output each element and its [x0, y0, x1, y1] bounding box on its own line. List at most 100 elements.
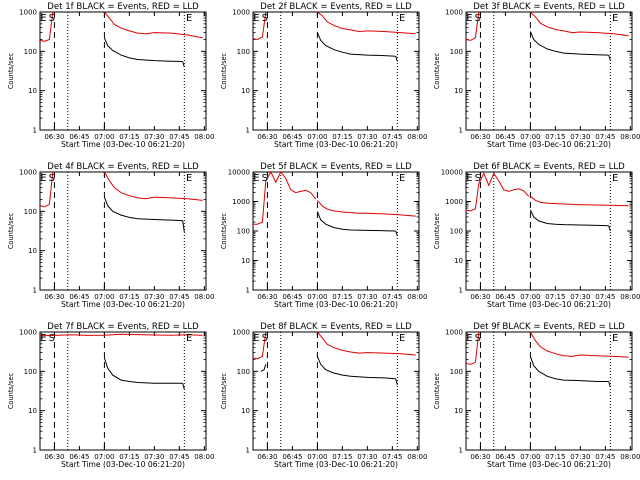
x-tick-label: 07:45	[169, 453, 189, 461]
x-tick-label: 08:00	[194, 293, 214, 301]
x-tick-label: 07:15	[332, 293, 352, 301]
x-tick-label: 07:15	[545, 453, 565, 461]
y-tick-label: 100	[450, 48, 463, 56]
panel-title: Det 9f BLACK = Events, RED = LLD	[473, 322, 625, 332]
series-lld-line	[252, 11, 267, 41]
y-tick-label: 1000	[445, 198, 463, 206]
y-tick-label: 1000	[232, 329, 250, 337]
x-tick-label: 07:30	[357, 453, 377, 461]
y-tick-label: 1000	[445, 9, 463, 17]
plot-frame	[252, 331, 420, 451]
series-events-line	[316, 211, 396, 232]
x-axis-label: Start Time (03-Dec-10 06:21:20)	[61, 300, 185, 309]
x-tick-label: 08:00	[620, 293, 640, 301]
y-tick-label: 100	[237, 368, 250, 376]
y-tick-label: 10	[454, 407, 463, 415]
x-axis-label: Start Time (03-Dec-10 06:21:20)	[274, 460, 398, 469]
event-marker-label: E	[186, 173, 192, 184]
series-lld-line	[530, 195, 629, 207]
series-lld-line	[252, 331, 267, 360]
series-lld-line	[253, 170, 317, 225]
series-events-line	[260, 364, 267, 372]
y-tick-label: 1	[33, 127, 37, 135]
x-axis-label: Start Time (03-Dec-10 06:21:20)	[274, 140, 398, 149]
y-tick-label: 1000	[232, 198, 250, 206]
x-tick-label: 06:30	[257, 133, 277, 141]
y-axis-label: Counts/sec	[433, 212, 441, 249]
x-tick-label: 06:30	[44, 293, 64, 301]
panel-title: Det 7f BLACK = Events, RED = LLD	[47, 322, 199, 332]
y-tick-label: 100	[237, 48, 250, 56]
y-tick-label: 100	[24, 368, 37, 376]
event-marker-label: E	[253, 333, 259, 344]
panel-8: Det 8f BLACK = Events, RED = LLD 1 10 100 10…	[220, 322, 427, 469]
event-marker-label: S	[475, 13, 481, 24]
series-lld-line	[317, 11, 416, 35]
x-tick-label: 06:30	[470, 133, 490, 141]
event-marker-label: S	[49, 333, 55, 344]
x-axis-label: Start Time (03-Dec-10 06:21:20)	[61, 140, 185, 149]
panel-4: Det 4f BLACK = Events, RED = LLD 1 10 100 10…	[7, 162, 214, 309]
x-tick-label: 07:15	[332, 133, 352, 141]
x-tick-label: 08:00	[620, 133, 640, 141]
event-marker-label: E	[612, 13, 618, 24]
plot-frame	[465, 331, 633, 451]
panel-1: Det 1f BLACK = Events, RED = LLD 1 10 100 10…	[7, 2, 214, 149]
x-tick-label: 06:30	[257, 453, 277, 461]
y-tick-label: 1000	[19, 9, 37, 17]
x-tick-label: 06:30	[470, 293, 490, 301]
y-tick-label: 100	[24, 48, 37, 56]
series-lld-line	[465, 11, 480, 41]
series-lld-line	[465, 172, 530, 212]
series-lld-line	[529, 331, 629, 358]
y-tick-label: 10000	[228, 169, 250, 177]
x-tick-label: 06:45	[69, 453, 89, 461]
x-tick-label: 06:45	[282, 133, 302, 141]
y-tick-label: 10	[28, 407, 37, 415]
x-tick-label: 07:15	[545, 133, 565, 141]
series-lld-line	[39, 333, 203, 337]
y-tick-label: 1	[33, 287, 37, 295]
event-marker-label: E	[186, 13, 192, 24]
x-tick-label: 07:00	[307, 133, 327, 141]
x-tick-label: 07:45	[382, 453, 402, 461]
series-lld-line	[39, 171, 54, 208]
x-tick-label: 07:00	[520, 133, 540, 141]
y-tick-label: 1	[459, 127, 463, 135]
x-tick-label: 06:30	[257, 293, 277, 301]
x-tick-label: 07:00	[94, 453, 114, 461]
event-marker-label: S	[262, 173, 268, 184]
event-marker-label: E	[253, 173, 259, 184]
x-tick-label: 07:00	[94, 133, 114, 141]
panel-title: Det 6f BLACK = Events, RED = LLD	[473, 162, 625, 172]
y-tick-label: 10	[28, 87, 37, 95]
x-tick-label: 08:00	[194, 453, 214, 461]
panel-title: Det 2f BLACK = Events, RED = LLD	[260, 2, 412, 12]
x-tick-label: 06:45	[282, 453, 302, 461]
y-tick-label: 1	[459, 447, 463, 455]
x-tick-label: 07:45	[595, 133, 615, 141]
series-lld-line	[104, 11, 203, 39]
x-tick-label: 07:15	[119, 453, 139, 461]
x-tick-label: 07:45	[169, 293, 189, 301]
y-tick-label: 1	[459, 287, 463, 295]
x-tick-label: 06:30	[44, 453, 64, 461]
series-events-line	[608, 54, 611, 61]
y-axis-label: Counts/sec	[220, 372, 228, 409]
panel-3: Det 3f BLACK = Events, RED = LLD 1 10 100 10…	[433, 2, 640, 149]
x-tick-label: 08:00	[407, 133, 427, 141]
plot-frame	[465, 11, 633, 131]
panel-title: Det 8f BLACK = Events, RED = LLD	[260, 322, 412, 332]
series-lld-line	[465, 331, 480, 365]
event-marker-label: S	[262, 333, 268, 344]
y-tick-label: 10	[28, 247, 37, 255]
x-tick-label: 07:00	[520, 293, 540, 301]
y-tick-label: 100	[24, 208, 37, 216]
event-marker-label: E	[40, 173, 46, 184]
event-marker-label: E	[40, 13, 46, 24]
event-marker-label: S	[475, 333, 481, 344]
x-axis-label: Start Time (03-Dec-10 06:21:20)	[274, 300, 398, 309]
y-tick-label: 10	[454, 257, 463, 265]
x-tick-label: 06:45	[282, 293, 302, 301]
